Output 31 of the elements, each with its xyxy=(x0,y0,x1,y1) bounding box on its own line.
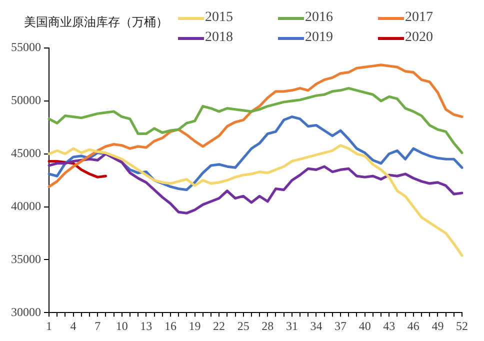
x-tick-label: 13 xyxy=(140,318,152,333)
chart-title: 美国商业原油库存（万桶） xyxy=(24,14,168,31)
y-tick-label: 35000 xyxy=(11,252,41,266)
x-tick-label: 7 xyxy=(94,318,101,333)
legend-label: 2015 xyxy=(205,10,233,26)
x-tick-label: 52 xyxy=(456,318,468,333)
x-tick-label: 22 xyxy=(213,318,226,333)
legend-label: 2016 xyxy=(305,10,333,26)
legend-label: 2019 xyxy=(305,30,333,46)
y-tick-label: 30000 xyxy=(11,304,41,319)
y-tick-label: 50000 xyxy=(11,93,41,108)
legend-label: 2020 xyxy=(405,30,433,46)
x-tick-label: 34 xyxy=(310,318,322,333)
x-tick-label: 40 xyxy=(358,318,371,333)
x-tick-label: 1 xyxy=(46,318,52,333)
x-tick-label: 19 xyxy=(188,318,201,333)
x-tick-label: 49 xyxy=(432,318,444,333)
x-tick-label: 37 xyxy=(334,318,347,333)
x-tick-label: 10 xyxy=(116,318,128,333)
legend-label: 2017 xyxy=(405,10,433,26)
x-tick-label: 46 xyxy=(407,318,420,333)
y-tick-label: 55000 xyxy=(11,40,41,54)
y-tick-label: 40000 xyxy=(11,198,41,213)
x-tick-label: 28 xyxy=(262,318,274,333)
y-tick-label: 45000 xyxy=(11,146,41,160)
x-tick-label: 31 xyxy=(286,318,298,333)
x-tick-label: 25 xyxy=(237,318,250,333)
x-tick-label: 16 xyxy=(164,318,176,333)
legend-label: 2018 xyxy=(205,30,233,46)
x-tick-label: 43 xyxy=(383,318,396,333)
x-tick-label: 4 xyxy=(70,318,76,333)
